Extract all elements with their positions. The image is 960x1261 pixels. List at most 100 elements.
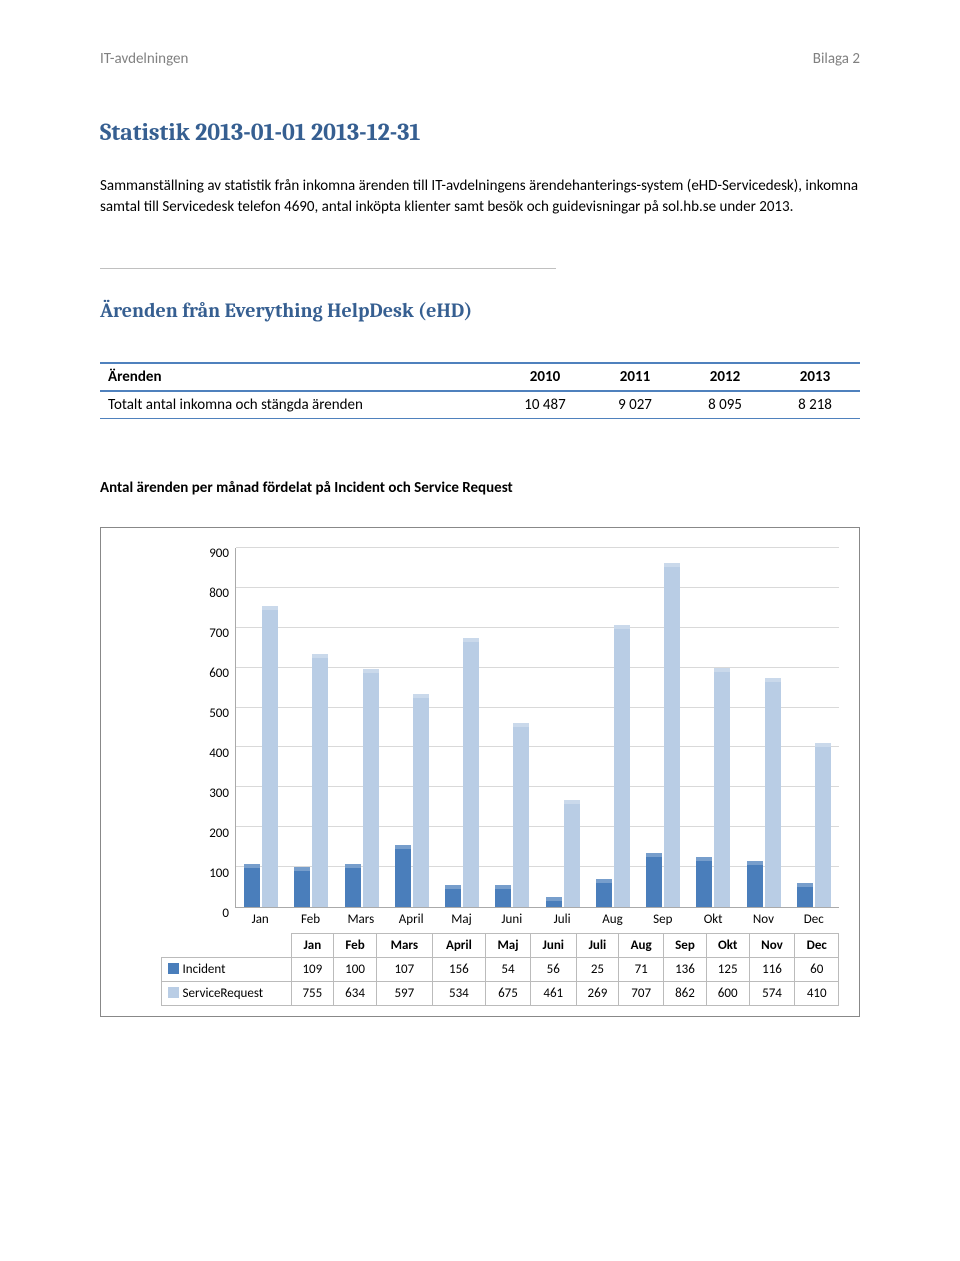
- table-head-cell: Ärenden: [100, 363, 500, 391]
- legend-head-cell: Dec: [795, 934, 839, 958]
- xtick-label: Nov: [738, 908, 788, 927]
- section1-title: Ärenden från Everything HelpDesk (eHD): [100, 299, 860, 322]
- table-cell: 9 027: [590, 391, 680, 419]
- legend-head-cell: Feb: [334, 934, 377, 958]
- legend-row: Incident1091001071565456257113612511660: [121, 958, 839, 982]
- chart-bar: [363, 669, 379, 907]
- legend-label: Incident: [183, 962, 226, 977]
- legend-value-cell: 156: [432, 958, 485, 982]
- legend-head-cell: Juni: [530, 934, 576, 958]
- chart-bar: [463, 638, 479, 907]
- legend-head-cell: Nov: [749, 934, 795, 958]
- chart-bar: [696, 857, 712, 907]
- table-head-cell: 2013: [770, 363, 860, 391]
- chart-month-column: [337, 548, 387, 907]
- xtick-label: Feb: [285, 908, 335, 927]
- header-right: Bilaga 2: [813, 50, 860, 68]
- chart-bar: [564, 800, 580, 907]
- arenden-table: Ärenden 2010 2011 2012 2013 Totalt antal…: [100, 362, 860, 419]
- chart-month-column: [789, 548, 839, 907]
- chart-month-column: [487, 548, 537, 907]
- chart-bar: [345, 864, 361, 907]
- legend-head-cell: Mars: [376, 934, 432, 958]
- chart-bar: [765, 678, 781, 907]
- legend-head-cell: Maj: [486, 934, 531, 958]
- table-cell: Totalt antal inkomna och stängda ärenden: [100, 391, 500, 419]
- chart-month-column: [638, 548, 688, 907]
- table-head-cell: 2012: [680, 363, 770, 391]
- chart-bar: [495, 885, 511, 907]
- chart-bar: [546, 897, 562, 907]
- legend-value-cell: 25: [576, 958, 619, 982]
- xtick-label: Okt: [688, 908, 738, 927]
- chart-month-column: [387, 548, 437, 907]
- chart-month-column: [437, 548, 487, 907]
- chart-legend-table: JanFebMarsAprilMajJuniJuliAugSepOktNovDe…: [121, 933, 839, 1006]
- legend-label: ServiceRequest: [183, 986, 264, 1001]
- legend-value-cell: 100: [334, 958, 377, 982]
- legend-value-cell: 461: [530, 982, 576, 1006]
- legend-head-cell: April: [432, 934, 485, 958]
- chart-y-axis: 0100200300400500600700800900: [201, 548, 235, 908]
- legend-value-cell: 56: [530, 958, 576, 982]
- chart-bar: [664, 563, 680, 907]
- chart-month-column: [286, 548, 336, 907]
- chart-bar: [797, 883, 813, 907]
- table-row: Totalt antal inkomna och stängda ärenden…: [100, 391, 860, 419]
- legend-head-cell: Juli: [576, 934, 619, 958]
- legend-value-cell: 534: [432, 982, 485, 1006]
- xtick-label: Maj: [436, 908, 486, 927]
- legend-value-cell: 125: [706, 958, 749, 982]
- chart-bar: [714, 668, 730, 907]
- intro-paragraph: Sammanställning av statistik från inkomn…: [100, 176, 860, 218]
- chart-bar: [747, 861, 763, 907]
- legend-value-cell: 71: [619, 958, 664, 982]
- table-cell: 8 218: [770, 391, 860, 419]
- legend-head-cell: Jan: [291, 934, 334, 958]
- chart-month-column: [538, 548, 588, 907]
- chart-bars: [236, 548, 839, 907]
- legend-value-cell: 136: [664, 958, 707, 982]
- chart-month-column: [688, 548, 738, 907]
- xtick-label: Sep: [638, 908, 688, 927]
- legend-head-cell: Okt: [706, 934, 749, 958]
- legend-value-cell: 862: [664, 982, 707, 1006]
- chart-bar: [815, 743, 831, 907]
- legend-swatch: [168, 963, 179, 974]
- table-head-cell: 2010: [500, 363, 590, 391]
- xtick-label: Aug: [587, 908, 637, 927]
- legend-value-cell: 634: [334, 982, 377, 1006]
- legend-value-cell: 597: [376, 982, 432, 1006]
- legend-value-cell: 755: [291, 982, 334, 1006]
- legend-row: ServiceRequest75563459753467546126970786…: [121, 982, 839, 1006]
- chart-bar: [262, 606, 278, 907]
- chart-title: Antal ärenden per månad fördelat på Inci…: [100, 479, 860, 497]
- xtick-label: April: [386, 908, 436, 927]
- xtick-label: Juni: [487, 908, 537, 927]
- chart-bar: [294, 867, 310, 907]
- legend-swatch: [168, 987, 179, 998]
- legend-value-cell: 60: [795, 958, 839, 982]
- chart-bar: [312, 654, 328, 907]
- legend-value-cell: 707: [619, 982, 664, 1006]
- legend-value-cell: 410: [795, 982, 839, 1006]
- chart-month-column: [236, 548, 286, 907]
- xtick-label: Mars: [336, 908, 386, 927]
- chart-bar: [244, 864, 260, 907]
- legend-value-cell: 107: [376, 958, 432, 982]
- chart-bar: [596, 879, 612, 907]
- table-head-cell: 2011: [590, 363, 680, 391]
- table-cell: 8 095: [680, 391, 770, 419]
- legend-value-cell: 116: [749, 958, 795, 982]
- chart-bar: [513, 723, 529, 907]
- xtick-label: Juli: [537, 908, 587, 927]
- chart-bar: [646, 853, 662, 907]
- legend-value-cell: 600: [706, 982, 749, 1006]
- chart-bar: [445, 885, 461, 907]
- legend-value-cell: 109: [291, 958, 334, 982]
- section-divider: [100, 268, 556, 269]
- chart-bar: [413, 694, 429, 907]
- chart-x-axis: JanFebMarsAprilMajJuniJuliAugSepOktNovDe…: [235, 908, 839, 927]
- bar-chart: 0100200300400500600700800900 JanFebMarsA…: [100, 527, 860, 1017]
- chart-bar: [614, 625, 630, 907]
